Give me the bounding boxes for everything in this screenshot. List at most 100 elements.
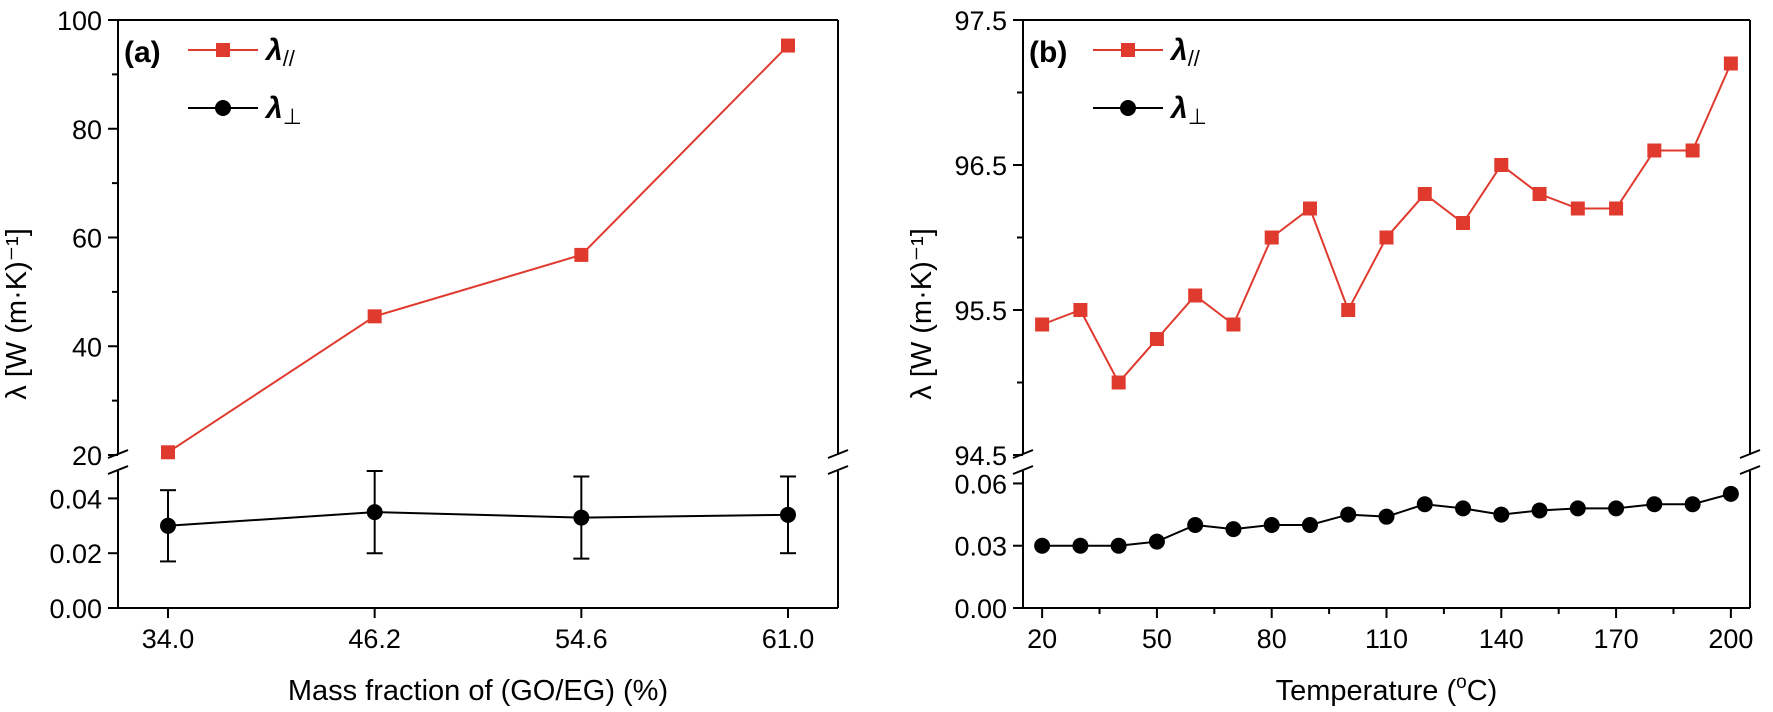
series-line: [167, 44, 789, 454]
data-point: [1646, 496, 1663, 513]
data-point: [1034, 537, 1051, 554]
data-point: [780, 506, 796, 523]
data-point: [1569, 500, 1586, 517]
x-tick-label: 170: [1594, 624, 1639, 654]
y-tick-label-upper: 96.5: [954, 151, 1007, 181]
data-point: [573, 509, 590, 526]
data-point: [1226, 317, 1241, 332]
data-point: [1187, 516, 1204, 533]
data-point: [1455, 500, 1472, 517]
data-point: [1723, 56, 1738, 71]
panel-label: (a): [124, 36, 161, 69]
legend-label: λ⊥: [264, 92, 302, 129]
x-axis-label: Temperature (oC): [1276, 672, 1498, 707]
data-point: [1301, 516, 1318, 533]
legend-entry: λ//: [1093, 34, 1201, 71]
data-point: [1302, 201, 1317, 216]
legend-label: λ⊥: [1169, 92, 1207, 129]
y-axis-label: λ [W (m·K)⁻¹]: [1, 228, 33, 400]
series-lambda-parallel: [1035, 56, 1738, 390]
series-line: [167, 511, 789, 527]
y-axis-label: λ [W (m·K)⁻¹]: [906, 228, 938, 400]
y-tick-label-lower: 0.06: [954, 469, 1007, 499]
data-point: [1263, 516, 1280, 533]
data-point: [1684, 496, 1701, 513]
series-lambda-parallel: [161, 38, 795, 460]
data-point: [1072, 537, 1089, 554]
x-tick-label: 140: [1479, 624, 1524, 654]
legend-entry: λ⊥: [1093, 92, 1207, 129]
data-point: [1493, 506, 1510, 523]
axis-break-mark: [827, 449, 849, 459]
legend-entry: λ⊥: [188, 92, 302, 129]
data-point: [781, 38, 795, 53]
panel-a: 34.0 46.2 54.6 61.0 20 40 60 80 100 0.00 0.02 0.04 M…: [1, 6, 849, 707]
data-point: [367, 309, 382, 324]
y-tick-label-upper: 95.5: [954, 296, 1007, 326]
series-lambda-perp: [160, 470, 796, 563]
data-point: [1456, 216, 1471, 230]
x-tick-label: 20: [1027, 624, 1057, 654]
data-point: [1416, 496, 1433, 513]
data-point: [160, 517, 176, 534]
data-point: [1264, 230, 1279, 245]
y-tick-label-upper: 60: [72, 224, 102, 254]
y-tick-label-upper: 80: [72, 115, 102, 145]
x-tick-label: 50: [1142, 624, 1172, 654]
data-point: [1722, 485, 1739, 502]
data-point: [1341, 303, 1356, 317]
y-tick-label-upper: 100: [57, 6, 102, 36]
legend-entry: λ//: [188, 34, 296, 71]
y-tick-label-upper: 20: [72, 441, 102, 471]
data-point: [1647, 143, 1662, 158]
legend-marker: [216, 43, 230, 57]
y-tick-label-lower: 0.03: [954, 532, 1007, 562]
x-tick-label: 110: [1365, 624, 1408, 654]
data-point: [1188, 288, 1203, 303]
data-point: [1149, 332, 1164, 346]
data-point: [161, 445, 175, 460]
data-point: [1073, 303, 1088, 317]
legend-marker: [215, 100, 231, 116]
axis-break-mark: [827, 465, 849, 475]
data-point: [1417, 187, 1432, 201]
legend-marker: [1120, 100, 1136, 116]
x-tick-label: 54.6: [555, 624, 608, 654]
data-point: [1111, 375, 1126, 390]
data-point: [1340, 506, 1357, 523]
axis-break-mark: [1012, 465, 1034, 475]
data-point: [1570, 201, 1585, 216]
data-point: [1608, 500, 1625, 517]
panel-b: 20 50 80 110 140 170 200 94.5 95.5 96.5 97.5 0.00 0.…: [906, 6, 1761, 707]
data-point: [1148, 533, 1165, 550]
x-tick-label: 200: [1708, 624, 1753, 654]
y-tick-label-lower: 0.00: [49, 594, 102, 624]
x-tick-label: 34.0: [142, 624, 195, 654]
axis-break-mark: [107, 465, 129, 475]
legend-label: λ//: [1169, 34, 1201, 71]
data-point: [1531, 502, 1548, 519]
legend-label: λ//: [264, 34, 296, 71]
x-axis-label: Mass fraction of (GO/EG) (%): [288, 675, 668, 707]
series-lambda-perp: [1034, 485, 1739, 554]
x-tick-label: 46.2: [348, 624, 401, 654]
data-point: [1378, 508, 1395, 525]
y-tick-label-upper: 40: [72, 332, 102, 362]
data-point: [1035, 317, 1050, 332]
data-point: [1225, 521, 1242, 538]
y-tick-label-lower: 0.04: [49, 484, 102, 514]
y-tick-label-lower: 0.00: [954, 594, 1007, 624]
data-point: [1685, 143, 1700, 158]
y-tick-label-upper: 97.5: [954, 6, 1007, 36]
data-point: [1379, 230, 1394, 245]
x-tick-label: 80: [1257, 624, 1287, 654]
legend-marker: [1121, 43, 1135, 57]
data-point: [574, 247, 589, 262]
series-line: [1041, 63, 1732, 385]
axis-break-mark: [1739, 465, 1761, 475]
x-tick-label: 61.0: [762, 624, 815, 654]
panel-label: (b): [1029, 36, 1067, 69]
data-point: [1532, 187, 1547, 201]
data-point: [1494, 158, 1509, 172]
